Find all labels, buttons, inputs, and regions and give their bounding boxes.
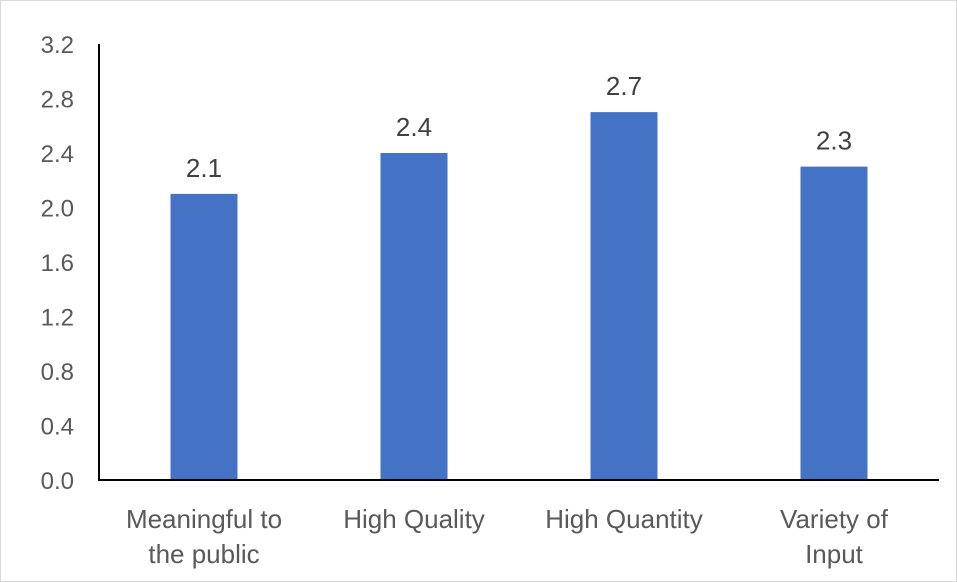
bar — [381, 153, 448, 480]
data-label: 2.7 — [606, 71, 642, 101]
y-axis-ticks: 0.0 0.4 0.8 1.2 1.6 2.0 2.4 2.8 3.2 — [41, 32, 74, 495]
bar — [171, 194, 238, 480]
y-tick-label: 1.2 — [41, 305, 74, 332]
x-axis-labels: Meaningful to the public High Quality High … — [126, 504, 889, 569]
bar-series — [171, 112, 868, 480]
x-tick-label: Variety of — [780, 504, 889, 534]
y-tick-label: 2.0 — [41, 196, 74, 223]
y-tick-label: 0.8 — [41, 359, 74, 386]
bar — [801, 167, 868, 480]
x-tick-label: High Quality — [343, 504, 485, 534]
y-tick-label: 3.2 — [41, 32, 74, 59]
y-tick-label: 2.4 — [41, 141, 74, 168]
data-labels: 2.1 2.4 2.7 2.3 — [186, 71, 852, 183]
data-label: 2.1 — [186, 153, 222, 183]
y-tick-label: 2.8 — [41, 87, 74, 114]
y-tick-label: 1.6 — [41, 250, 74, 277]
y-tick-label: 0.4 — [41, 414, 74, 441]
x-tick-label: Meaningful to — [126, 504, 282, 534]
y-tick-label: 0.0 — [41, 468, 74, 495]
x-tick-label: Input — [805, 539, 864, 569]
data-label: 2.4 — [396, 112, 432, 142]
x-tick-label: High Quantity — [545, 504, 703, 534]
data-label: 2.3 — [816, 126, 852, 156]
bar — [591, 112, 658, 480]
x-tick-label: the public — [148, 539, 259, 569]
